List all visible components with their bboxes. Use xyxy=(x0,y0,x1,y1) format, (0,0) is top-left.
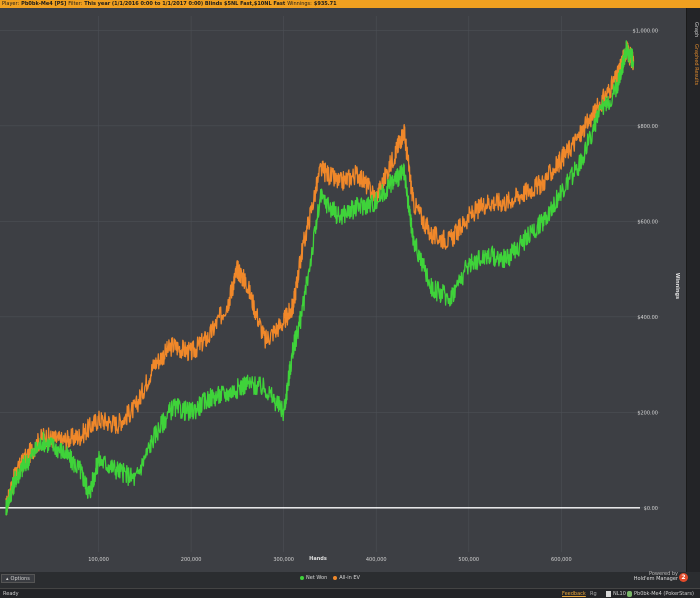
player-label: Player: xyxy=(2,1,20,7)
status-player[interactable]: Pb0bk-Me4 (PokerStars) xyxy=(627,590,694,597)
stake-label: NL10 xyxy=(613,590,626,597)
x-tick-label: 500,000 xyxy=(458,557,479,563)
player-icon xyxy=(627,590,632,597)
bottom-bar: ▴ Options Net Won All-in EV Powered by H… xyxy=(0,572,700,588)
x-tick-label: 300,000 xyxy=(273,557,294,563)
chart-series xyxy=(0,40,640,516)
status-ready: Ready xyxy=(3,590,19,597)
legend-swatch xyxy=(300,576,304,580)
y-tick-label: $1,000.00 xyxy=(633,28,658,34)
player-value[interactable]: Pb0bk-Me4 [PS] xyxy=(21,1,67,7)
hm2-logo: Powered by Hold'em Manager xyxy=(634,572,678,582)
tab-graph[interactable]: Graph xyxy=(693,22,699,38)
filter-bar: Player: Pb0bk-Me4 [PS] Filter: This year… xyxy=(0,0,700,8)
x-axis-label: Hands xyxy=(309,556,327,562)
filter-value[interactable]: This year (1/1/2016 0:00 to 1/1/2017 0:0… xyxy=(84,1,286,7)
series-line-net-won xyxy=(5,40,635,516)
status-hands: Rg xyxy=(590,590,597,597)
winnings-label: Winnings: xyxy=(287,1,312,7)
table-icon xyxy=(606,590,611,597)
options-label: Options xyxy=(10,575,30,582)
hm2-badge-icon: 2 xyxy=(679,573,688,582)
x-tick-label: 400,000 xyxy=(366,557,387,563)
status-bar: Ready Feedback Rg NL10 Pb0bk-Me4 (PokerS… xyxy=(0,588,700,598)
player-label: Pb0bk-Me4 (PokerStars) xyxy=(634,590,694,597)
x-tick-label: 600,000 xyxy=(551,557,572,563)
chart-grid xyxy=(0,16,660,552)
y-tick-label: $600.00 xyxy=(637,219,658,225)
x-tick-label: 200,000 xyxy=(181,557,202,563)
y-tick-label: $0.00 xyxy=(644,506,658,512)
status-stake[interactable]: NL10 xyxy=(606,590,626,597)
expand-icon: ▴ xyxy=(6,575,9,582)
legend-label: Net Won xyxy=(306,575,328,581)
filter-label: Filter: xyxy=(68,1,83,7)
options-button[interactable]: ▴ Options xyxy=(1,574,35,583)
logo-name: Hold'em Manager xyxy=(633,576,678,582)
winnings-chart[interactable]: 100,000 200,000 300,000 400,000 500,000 600,0… xyxy=(0,8,686,572)
y-tick-label: $400.00 xyxy=(637,315,658,321)
graph-panel: 100,000 200,000 300,000 400,000 500,000 600,0… xyxy=(0,8,686,572)
chart-ticks: 100,000 200,000 300,000 400,000 500,000 600,0… xyxy=(88,28,658,563)
winnings-value: $935.71 xyxy=(313,1,337,7)
feedback-link[interactable]: Feedback xyxy=(562,590,586,597)
y-axis-label: Winnings xyxy=(674,273,680,299)
chart-legend: Net Won All-in EV xyxy=(300,574,366,582)
y-tick-label: $800.00 xyxy=(637,124,658,130)
x-tick-label: 100,000 xyxy=(88,557,109,563)
legend-item-net-won[interactable]: Net Won xyxy=(300,575,327,581)
legend-label: All-in EV xyxy=(339,575,360,581)
right-tab-strip: Graph Graphed Results xyxy=(686,8,700,572)
legend-swatch xyxy=(333,576,338,580)
tab-graphed-results[interactable]: Graphed Results xyxy=(693,44,699,86)
y-tick-label: $200.00 xyxy=(637,410,658,416)
series-line-allin-ev xyxy=(5,41,635,516)
legend-item-allin-ev[interactable]: All-in EV xyxy=(333,575,360,581)
logo-powered-by: Powered by xyxy=(649,571,678,577)
